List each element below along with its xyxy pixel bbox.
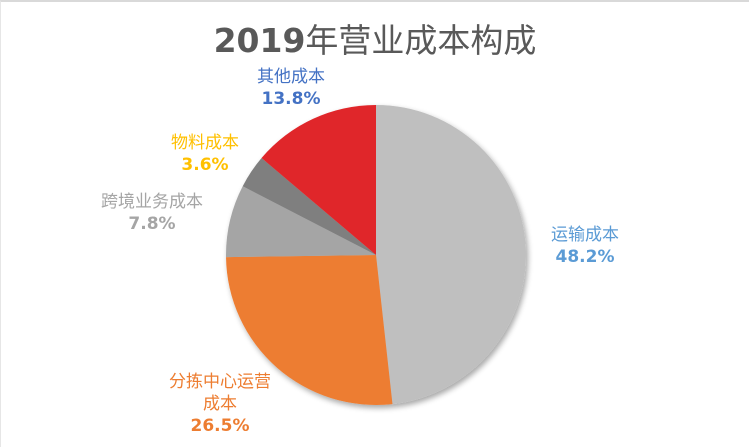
slice-sorting (226, 255, 393, 405)
label-transport-pct: 48.2% (555, 247, 615, 267)
label-transport: 运输成本 48.2% (530, 224, 640, 268)
chart-title-year: 2019 (213, 21, 306, 60)
label-material-name: 物料成本 (171, 133, 239, 153)
label-sorting-name2: 成本 (203, 394, 237, 414)
label-other-pct: 13.8% (261, 89, 321, 109)
label-sorting-name1: 分拣中心运营 (169, 372, 271, 392)
slice-material (242, 158, 376, 255)
label-crossborder-name: 跨境业务成本 (101, 192, 203, 212)
label-sorting-pct: 26.5% (190, 416, 250, 436)
slice-other (261, 105, 376, 255)
label-other: 其他成本 13.8% (236, 66, 346, 110)
label-material: 物料成本 3.6% (150, 132, 260, 176)
label-transport-name: 运输成本 (551, 225, 619, 245)
label-crossborder: 跨境业务成本 7.8% (82, 191, 222, 235)
slice-crossborder (226, 186, 376, 258)
slice-transport (376, 105, 526, 405)
label-crossborder-pct: 7.8% (128, 214, 176, 234)
label-other-name: 其他成本 (257, 67, 325, 87)
chart-title: 2019年营业成本构成 (0, 14, 750, 62)
chart-title-text: 年营业成本构成 (305, 21, 537, 60)
label-material-pct: 3.6% (181, 155, 229, 175)
label-sorting: 分拣中心运营 成本 26.5% (150, 371, 290, 437)
